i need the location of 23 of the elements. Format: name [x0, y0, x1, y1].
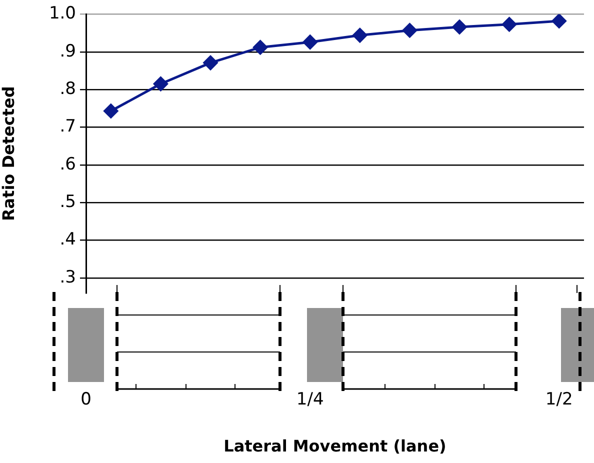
y-tick-label: .9	[60, 41, 76, 62]
y-tick-label: .6	[60, 154, 76, 174]
y-tick-label: .5	[60, 192, 76, 212]
y-tick-label: .7	[60, 116, 76, 137]
point	[552, 14, 566, 28]
point	[203, 56, 218, 70]
point	[104, 104, 118, 118]
point	[352, 28, 368, 43]
x-tick-label: 1/4	[296, 390, 324, 410]
x-tick-label: 1/2	[545, 390, 573, 410]
point	[402, 23, 417, 38]
y-tick-label: 1.0	[48, 4, 76, 24]
point	[302, 34, 318, 50]
point	[452, 20, 467, 34]
point	[253, 40, 268, 55]
point	[153, 76, 168, 92]
y-tick-label: .4	[60, 230, 76, 250]
x-axis-title: Lateral Movement (lane)	[224, 436, 446, 456]
y-axis-title: Ratio Detected	[0, 86, 18, 222]
point	[502, 17, 517, 32]
x-tick-label: 0	[80, 390, 92, 410]
y-tick-label: .8	[60, 78, 76, 99]
y-tick-label: .3	[60, 267, 76, 288]
